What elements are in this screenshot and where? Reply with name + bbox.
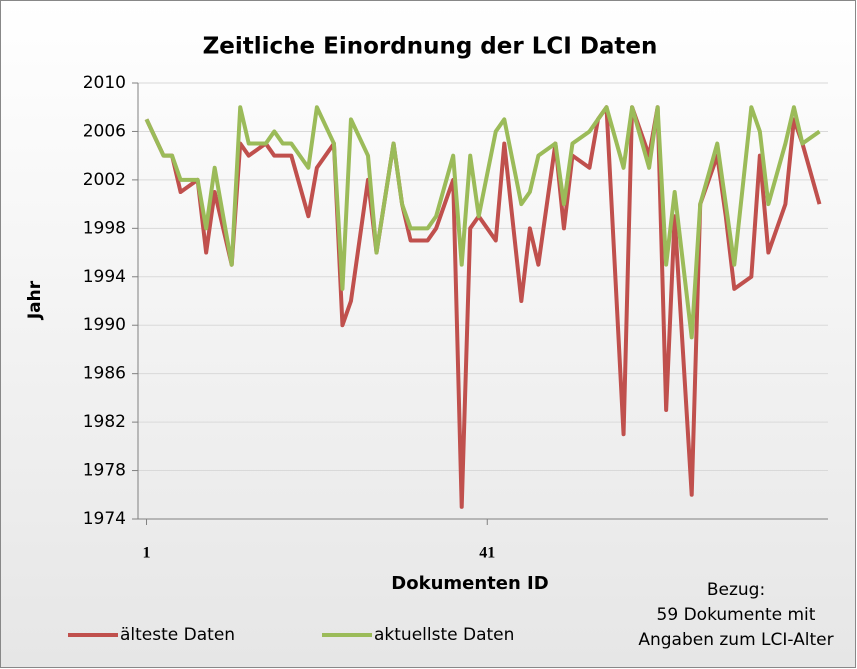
data-line — [144, 105, 821, 340]
legend-label: älteste Daten — [120, 625, 235, 645]
legend-label: aktuellste Daten — [374, 625, 514, 645]
x-tick-label: 41 — [479, 545, 495, 562]
annotation-line: Angaben zum LCI-Alter — [638, 630, 833, 650]
annotation: Bezug: 59 Dokumente mit Angaben zum LCI-Al… — [638, 580, 833, 650]
y-tick-label: 2006 — [83, 121, 126, 141]
y-tick-label: 1998 — [83, 218, 126, 238]
y-tick-label: 1974 — [83, 509, 126, 529]
y-axis-title: Jahr — [25, 280, 45, 320]
x-tick-label: 1 — [143, 545, 151, 562]
x-axis-title: Dokumenten ID — [391, 573, 548, 594]
y-tick-label: 1994 — [83, 267, 126, 287]
legend: älteste Daten aktuellste Daten — [68, 625, 514, 645]
annotation-line: Bezug: — [707, 580, 765, 600]
annotation-line: 59 Dokumente mit — [657, 605, 816, 625]
y-tick-label: 1986 — [83, 364, 126, 384]
y-tick-label: 1990 — [83, 315, 126, 335]
y-tick-label: 2002 — [83, 170, 126, 190]
y-tick-label: 1978 — [83, 461, 126, 481]
y-tick-label: 2010 — [83, 73, 126, 93]
y-tick-label: 1982 — [83, 412, 126, 432]
chart-title: Zeitliche Einordnung der LCI Daten — [203, 34, 658, 60]
